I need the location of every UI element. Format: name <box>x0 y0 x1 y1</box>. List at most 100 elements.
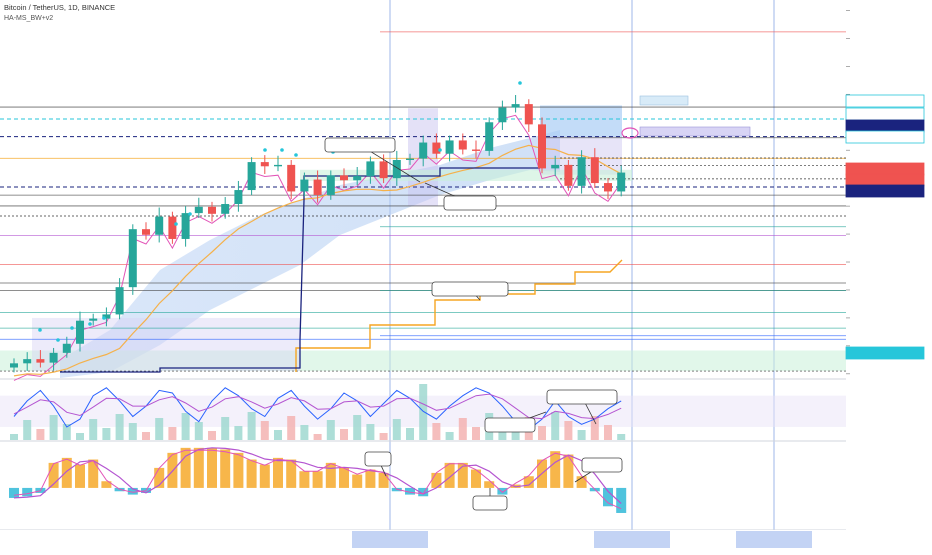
indicator-name: HA-MS_BW+v2 <box>4 15 53 22</box>
candle-body <box>524 104 533 125</box>
m-signal-1d-line <box>60 167 540 373</box>
m-signal-1w-line <box>295 259 623 372</box>
candle-body <box>247 162 256 191</box>
candle-body <box>326 175 335 195</box>
bw-histogram-bar <box>154 467 165 488</box>
volume-bar <box>419 384 428 440</box>
bw-histogram-bar <box>497 487 508 495</box>
price-tag-bg <box>845 94 925 108</box>
ma-line-pink <box>13 114 622 381</box>
highlight-circle <box>621 127 639 139</box>
volume-bar <box>168 427 177 440</box>
bw-histogram-bar <box>273 457 283 488</box>
signal-dot <box>518 81 522 85</box>
price-tag-bg <box>845 162 925 176</box>
candle-body <box>340 175 348 181</box>
bw-histogram-bar <box>576 476 587 488</box>
stochrsi-callout-box <box>484 417 536 433</box>
volume-bar <box>313 434 322 440</box>
volume-bar <box>49 415 58 440</box>
bw-histogram-bar <box>431 472 442 488</box>
volume-bar <box>36 429 45 440</box>
bw-histogram-bar <box>61 457 72 488</box>
volume-bar <box>326 420 335 440</box>
bw-histogram-bar <box>193 447 204 488</box>
volume-bar <box>472 427 480 440</box>
bw-histogram-bar <box>299 471 310 488</box>
zone-box-upper <box>540 105 622 137</box>
time-axis <box>0 530 932 550</box>
volume-bar <box>604 425 612 440</box>
bw-callout-box <box>364 451 392 467</box>
volume-bar <box>577 430 586 440</box>
candle-body <box>221 204 230 214</box>
candle-body <box>115 287 124 315</box>
bw-histogram-bar <box>233 452 244 488</box>
bw-histogram-bar <box>405 487 415 495</box>
bw-histogram-bar <box>180 447 191 488</box>
volume-bar <box>300 425 309 440</box>
dom-callout-box <box>472 495 508 511</box>
bw-histogram-bar <box>127 487 138 495</box>
m-signal-1w-callout-box <box>431 281 509 297</box>
bw-histogram-bar <box>339 467 349 488</box>
volume-bar <box>181 413 190 440</box>
volume-bar <box>208 431 216 440</box>
signal-dot <box>174 222 178 226</box>
candle-body <box>142 229 150 235</box>
bw-histogram-bar <box>48 462 59 488</box>
volume-bar <box>115 414 124 440</box>
range-zone <box>0 350 846 372</box>
volume-bar <box>287 416 296 440</box>
candle-body <box>155 216 164 235</box>
candle-body <box>313 179 322 195</box>
bw-histogram-bar <box>88 459 99 488</box>
volume-bar <box>458 418 467 440</box>
candle-body <box>617 172 626 192</box>
candle-body <box>485 122 494 151</box>
volume-bar <box>155 418 164 440</box>
bw-signal-line <box>13 447 622 504</box>
candle-body <box>76 320 84 344</box>
signal-dot <box>38 328 42 332</box>
price-axis <box>846 0 932 530</box>
signal-dot <box>280 148 284 152</box>
candle-body <box>577 157 586 186</box>
volume-bar <box>392 419 401 440</box>
candle-body <box>538 124 546 169</box>
volume-bar <box>511 431 520 440</box>
candle-body <box>392 160 401 179</box>
volume-bar <box>221 417 230 440</box>
volume-bar <box>62 424 71 440</box>
volume-bar <box>379 433 388 440</box>
bw-histogram-bar <box>325 462 336 488</box>
bw-histogram-bar <box>101 481 112 488</box>
volume-bar <box>538 426 546 440</box>
volume-bar <box>234 426 243 440</box>
volume-bar <box>23 420 32 440</box>
volume-bar <box>247 412 256 440</box>
bw-histogram-bar <box>75 464 85 488</box>
bw-line <box>13 449 622 510</box>
candle-body <box>62 343 71 353</box>
volume-bar <box>590 416 599 440</box>
signal-dot <box>102 316 106 320</box>
volume-bar <box>340 429 348 440</box>
signal-dot <box>88 322 92 326</box>
bw-histogram-bar <box>444 462 455 488</box>
signal-dot <box>294 153 298 157</box>
volume-bar <box>260 421 269 440</box>
candle-body <box>300 179 309 192</box>
bw-histogram-bar <box>259 464 270 488</box>
signal-dot <box>70 326 74 330</box>
bw-histogram-bar <box>9 487 19 498</box>
candle-body <box>590 157 599 184</box>
candle-body <box>89 318 98 321</box>
m-signal-1d-callout-box <box>324 137 396 153</box>
bw-histogram-bar <box>22 487 33 497</box>
price-tag-bg <box>845 107 925 121</box>
price-tag-bg <box>845 119 925 133</box>
candle-body <box>353 176 362 181</box>
